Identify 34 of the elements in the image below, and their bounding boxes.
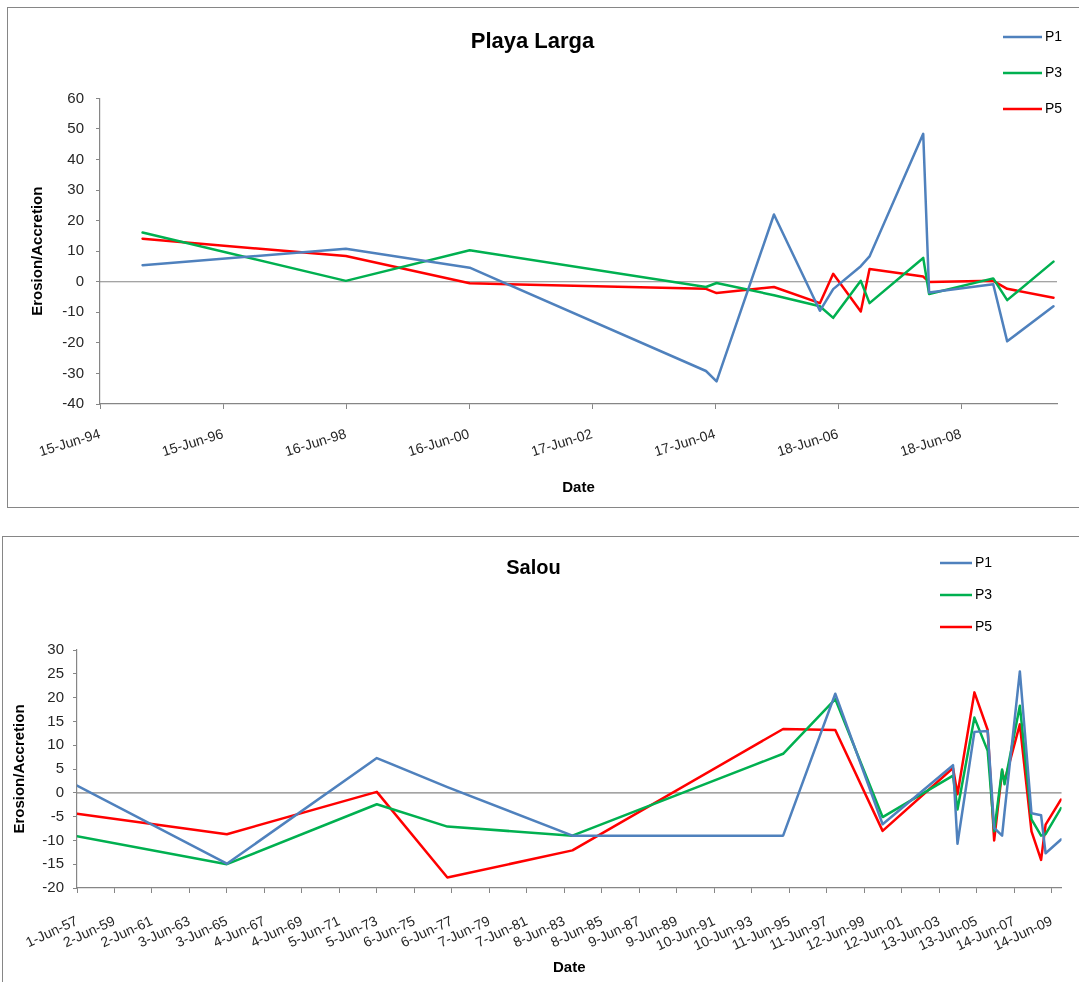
y-tick-label: -15 [42, 854, 64, 872]
y-tick-label: 40 [67, 149, 84, 167]
chart-title: Playa Larga [470, 28, 596, 54]
legend-label: P3 [975, 585, 993, 602]
legend-label: P1 [975, 553, 993, 570]
x-axis-title: Date [553, 958, 586, 976]
legend-label: P5 [975, 617, 993, 634]
y-tick-label: 10 [47, 735, 64, 753]
y-tick-label: -30 [62, 363, 84, 381]
y-tick-label: 50 [67, 119, 84, 137]
y-tick-label: 0 [55, 782, 64, 800]
y-tick-label: 25 [47, 663, 64, 681]
legend-label: P3 [1045, 63, 1063, 80]
legend-label: P5 [1045, 99, 1063, 116]
y-tick-label: -10 [42, 830, 64, 848]
y-axis-title: Erosion/Accretion [10, 704, 28, 834]
y-tick-label: -40 [62, 394, 84, 412]
y-tick-label: 30 [47, 640, 64, 658]
y-tick-label: 5 [55, 759, 64, 777]
y-axis-title: Erosion/Accretion [28, 186, 46, 316]
y-tick-label: -10 [62, 302, 84, 320]
y-tick-label: 0 [75, 271, 84, 289]
y-tick-label: -5 [50, 806, 64, 824]
y-tick-label: 20 [47, 687, 64, 705]
chart-title: Salou [506, 555, 561, 578]
y-tick-label: 30 [67, 180, 84, 198]
legend-label: P1 [1045, 27, 1063, 44]
y-tick-label: 10 [67, 241, 84, 259]
y-tick-label: -20 [62, 333, 84, 351]
y-tick-label: -20 [42, 878, 64, 896]
y-tick-label: 60 [67, 88, 84, 106]
y-tick-label: 15 [47, 711, 64, 729]
y-tick-label: 20 [67, 210, 84, 228]
x-axis-title: Date [562, 478, 595, 496]
